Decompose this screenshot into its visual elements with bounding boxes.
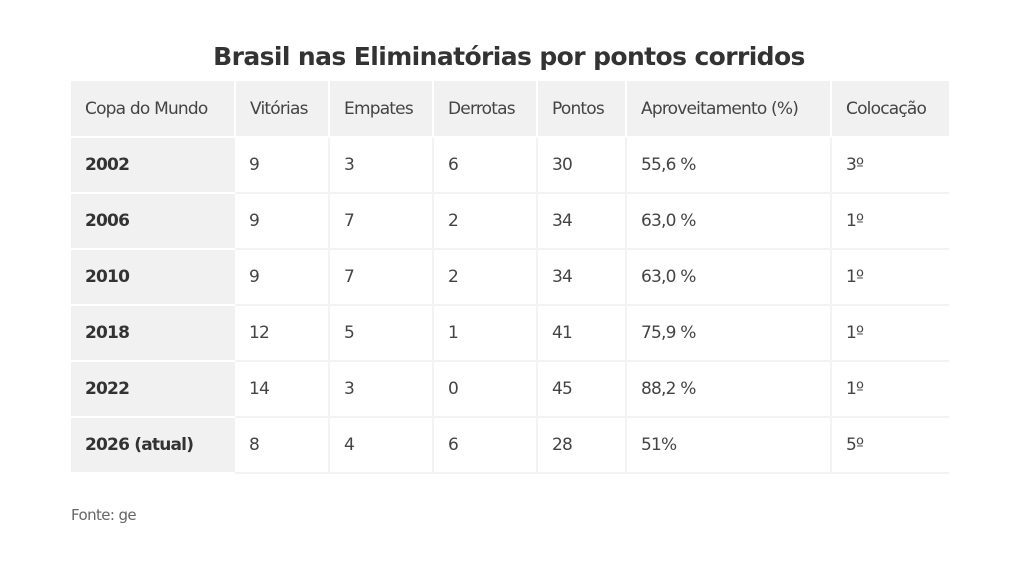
cell-pontos: 28	[537, 417, 627, 474]
cell-aproveitamento: 63,0 %	[626, 249, 832, 306]
cell-colocacao: 1º	[831, 305, 949, 362]
cell-vitorias: 8	[235, 417, 330, 474]
cell-vitorias: 12	[235, 305, 330, 362]
cell-colocacao: 1º	[831, 249, 949, 306]
column-header-copa: Copa do Mundo	[71, 81, 236, 138]
table-title: Brasil nas Eliminatórias por pontos corr…	[213, 42, 805, 71]
column-header-aproveitamento: Aproveitamento (%)	[626, 81, 832, 138]
cell-pontos: 34	[537, 193, 627, 250]
cell-empates: 5	[329, 305, 434, 362]
cell-aproveitamento: 75,9 %	[626, 305, 832, 362]
cell-colocacao: 5º	[831, 417, 949, 474]
column-header-colocacao: Colocação	[831, 81, 949, 138]
cell-empates: 4	[329, 417, 434, 474]
cell-empates: 7	[329, 249, 434, 306]
cell-derrotas: 6	[433, 137, 538, 194]
column-header-pontos: Pontos	[537, 81, 627, 138]
cell-vitorias: 9	[235, 249, 330, 306]
cell-derrotas: 6	[433, 417, 538, 474]
row-label-year: 2026 (atual)	[71, 417, 235, 474]
cell-pontos: 45	[537, 361, 627, 418]
column-header-empates: Empates	[329, 81, 434, 138]
row-label-year: 2018	[71, 305, 235, 362]
table-row: 2010 9 7 2 34 63,0 % 1º	[71, 249, 949, 306]
cell-derrotas: 2	[433, 249, 538, 306]
table-row: 2026 (atual) 8 4 6 28 51% 5º	[71, 417, 949, 474]
cell-pontos: 41	[537, 305, 627, 362]
source-note: Fonte: ge	[71, 506, 137, 524]
cell-vitorias: 9	[235, 137, 330, 194]
cell-colocacao: 1º	[831, 361, 949, 418]
cell-colocacao: 3º	[831, 137, 949, 194]
table-row: 2022 14 3 0 45 88,2 % 1º	[71, 361, 949, 418]
cell-vitorias: 9	[235, 193, 330, 250]
cell-aproveitamento: 51%	[626, 417, 832, 474]
table-row: 2002 9 3 6 30 55,6 % 3º	[71, 137, 949, 194]
cell-derrotas: 0	[433, 361, 538, 418]
results-table: Copa do Mundo Vitórias Empates Derrotas …	[71, 81, 949, 474]
cell-aproveitamento: 55,6 %	[626, 137, 832, 194]
cell-vitorias: 14	[235, 361, 330, 418]
cell-pontos: 30	[537, 137, 627, 194]
cell-colocacao: 1º	[831, 193, 949, 250]
cell-empates: 3	[329, 361, 434, 418]
cell-aproveitamento: 63,0 %	[626, 193, 832, 250]
cell-aproveitamento: 88,2 %	[626, 361, 832, 418]
column-header-vitorias: Vitórias	[235, 81, 330, 138]
column-header-derrotas: Derrotas	[433, 81, 538, 138]
cell-derrotas: 1	[433, 305, 538, 362]
cell-pontos: 34	[537, 249, 627, 306]
cell-derrotas: 2	[433, 193, 538, 250]
cell-empates: 7	[329, 193, 434, 250]
row-label-year: 2002	[71, 137, 235, 194]
row-label-year: 2006	[71, 193, 235, 250]
table-row: 2006 9 7 2 34 63,0 % 1º	[71, 193, 949, 250]
header-row: Copa do Mundo Vitórias Empates Derrotas …	[71, 81, 949, 138]
row-label-year: 2010	[71, 249, 235, 306]
row-label-year: 2022	[71, 361, 235, 418]
cell-empates: 3	[329, 137, 434, 194]
table-row: 2018 12 5 1 41 75,9 % 1º	[71, 305, 949, 362]
